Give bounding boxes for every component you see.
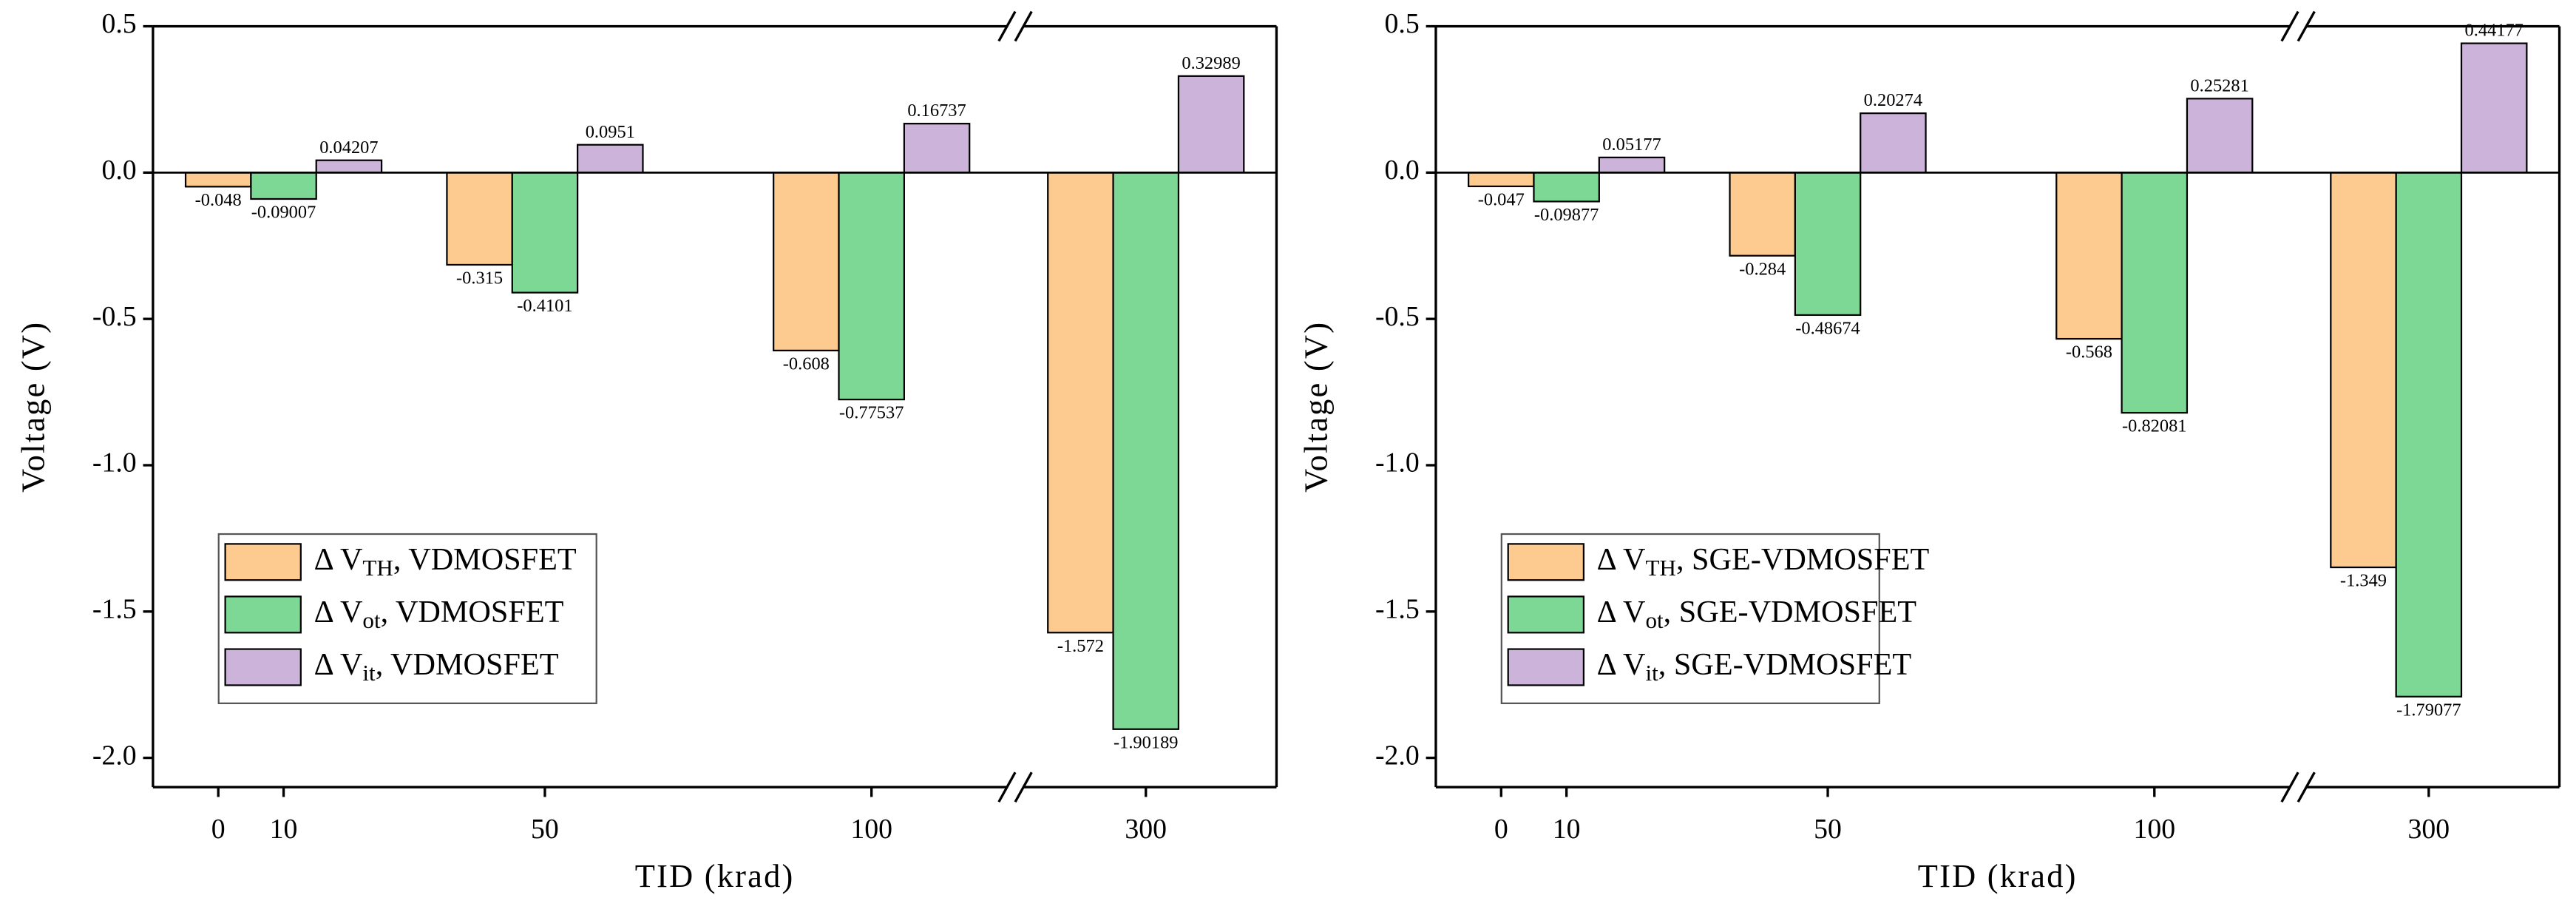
value-label: 0.20274 (1864, 90, 1922, 110)
legend-label: Δ VTH, SGE-VDMOSFET (1597, 541, 1930, 581)
x-tick-label: 100 (850, 814, 892, 845)
bar (1047, 172, 1114, 634)
axis-break (2280, 10, 2299, 42)
value-label: 0.0951 (586, 122, 635, 142)
x-axis-label: TID (krad) (635, 857, 795, 894)
legend-label: Δ VTH, VDMOSFET (314, 541, 577, 581)
y-tick-label: -2.0 (1375, 740, 1420, 771)
bar (1794, 172, 1862, 317)
x-tick-label: 300 (1125, 814, 1167, 845)
value-label: 0.25281 (2190, 75, 2248, 95)
panel: -2.0 -1.5 -1.0 -0.5 0.0 0.5 0 10 50 100 300 TID (kr… (14, 8, 1278, 894)
axis-break (1014, 10, 1033, 42)
panel: -2.0 -1.5 -1.0 -0.5 0.0 0.5 0 10 50 100 300 TID (kr… (1297, 8, 2561, 894)
x-tick-label: 10 (270, 814, 298, 845)
value-label: -0.48674 (1795, 319, 1860, 339)
legend-label: Δ Vot, SGE-VDMOSFET (1597, 595, 1917, 634)
bar (1729, 172, 1796, 257)
y-tick-label: -0.5 (1375, 301, 1420, 332)
axis-break (2280, 771, 2299, 803)
bar (1860, 112, 1927, 174)
legend-swatch (224, 543, 302, 581)
legend-label: Δ Vot, VDMOSFET (314, 595, 564, 634)
x-tick-label: 50 (531, 814, 559, 845)
y-tick-label: 0.0 (101, 155, 136, 186)
y-tick-label: 0.5 (1385, 8, 1420, 39)
value-label: -0.048 (195, 190, 242, 210)
bar (250, 172, 317, 200)
legend-label: Δ Vit, SGE-VDMOSFET (1597, 647, 1912, 686)
value-label: -0.09877 (1534, 205, 1599, 225)
y-tick-label: 0.5 (101, 8, 136, 39)
bar (2330, 172, 2397, 569)
value-label: -1.572 (1057, 636, 1104, 656)
value-label: 0.04207 (319, 138, 378, 158)
value-label: -0.047 (1478, 190, 1525, 210)
x-axis-label: TID (krad) (1918, 857, 2078, 894)
y-tick-label: -2.0 (92, 740, 137, 771)
axis-break (1014, 771, 1033, 803)
bar (2055, 172, 2123, 340)
bar (1112, 172, 1180, 730)
value-label: -0.315 (456, 268, 503, 288)
bar (838, 172, 905, 401)
bar (2460, 42, 2528, 174)
bar (2186, 98, 2254, 174)
y-tick-label: -1.5 (1375, 593, 1420, 624)
y-tick-label: -1.5 (92, 593, 137, 624)
value-label: -1.79077 (2396, 700, 2461, 720)
bar (1177, 75, 1245, 174)
legend-label: Δ Vit, VDMOSFET (314, 647, 559, 686)
value-label: 0.05177 (1602, 135, 1661, 155)
bar (184, 172, 252, 188)
y-tick-label: -0.5 (92, 301, 137, 332)
legend-swatch (224, 595, 302, 634)
value-label: -1.349 (2340, 571, 2387, 591)
x-tick-label: 0 (1494, 814, 1508, 845)
bar (1598, 156, 1666, 174)
bar (511, 172, 579, 294)
y-tick-label: 0.0 (1385, 155, 1420, 186)
value-label: -0.4101 (517, 296, 572, 316)
legend-swatch (224, 648, 302, 686)
value-label: -0.608 (783, 354, 830, 374)
bar (315, 159, 383, 174)
bar (773, 172, 840, 352)
y-tick-label: -1.0 (1375, 447, 1420, 479)
value-label: -0.77537 (839, 403, 904, 423)
value-label: 0.44177 (2464, 21, 2523, 41)
bar (1468, 172, 1535, 188)
legend-swatch (1507, 543, 1585, 581)
legend-swatch (1507, 648, 1585, 686)
x-tick-label: 50 (1814, 814, 1842, 845)
value-label: -0.09007 (251, 203, 316, 223)
x-tick-label: 300 (2408, 814, 2450, 845)
bar (446, 172, 513, 266)
value-label: -0.284 (1739, 259, 1786, 279)
y-axis-label: Voltage (V) (1297, 321, 1334, 493)
axis-break (2297, 771, 2316, 803)
x-tick-label: 10 (1553, 814, 1581, 845)
bar (2121, 172, 2189, 414)
value-label: -1.90189 (1114, 732, 1179, 752)
axis-break (997, 771, 1017, 803)
axis-break (997, 10, 1017, 42)
value-label: -0.568 (2066, 342, 2112, 362)
bar (1533, 172, 1600, 203)
y-tick-label: -1.0 (92, 447, 137, 479)
bar (903, 123, 971, 174)
legend-swatch (1507, 595, 1585, 634)
bar (577, 143, 644, 174)
value-label: 0.16737 (907, 101, 966, 121)
value-label: -0.82081 (2122, 416, 2187, 436)
bar (2395, 172, 2463, 697)
y-axis-label: Voltage (V) (14, 321, 51, 493)
axis-break (2297, 10, 2316, 42)
value-label: 0.32989 (1182, 53, 1240, 73)
x-tick-label: 100 (2133, 814, 2175, 845)
x-tick-label: 0 (211, 814, 226, 845)
